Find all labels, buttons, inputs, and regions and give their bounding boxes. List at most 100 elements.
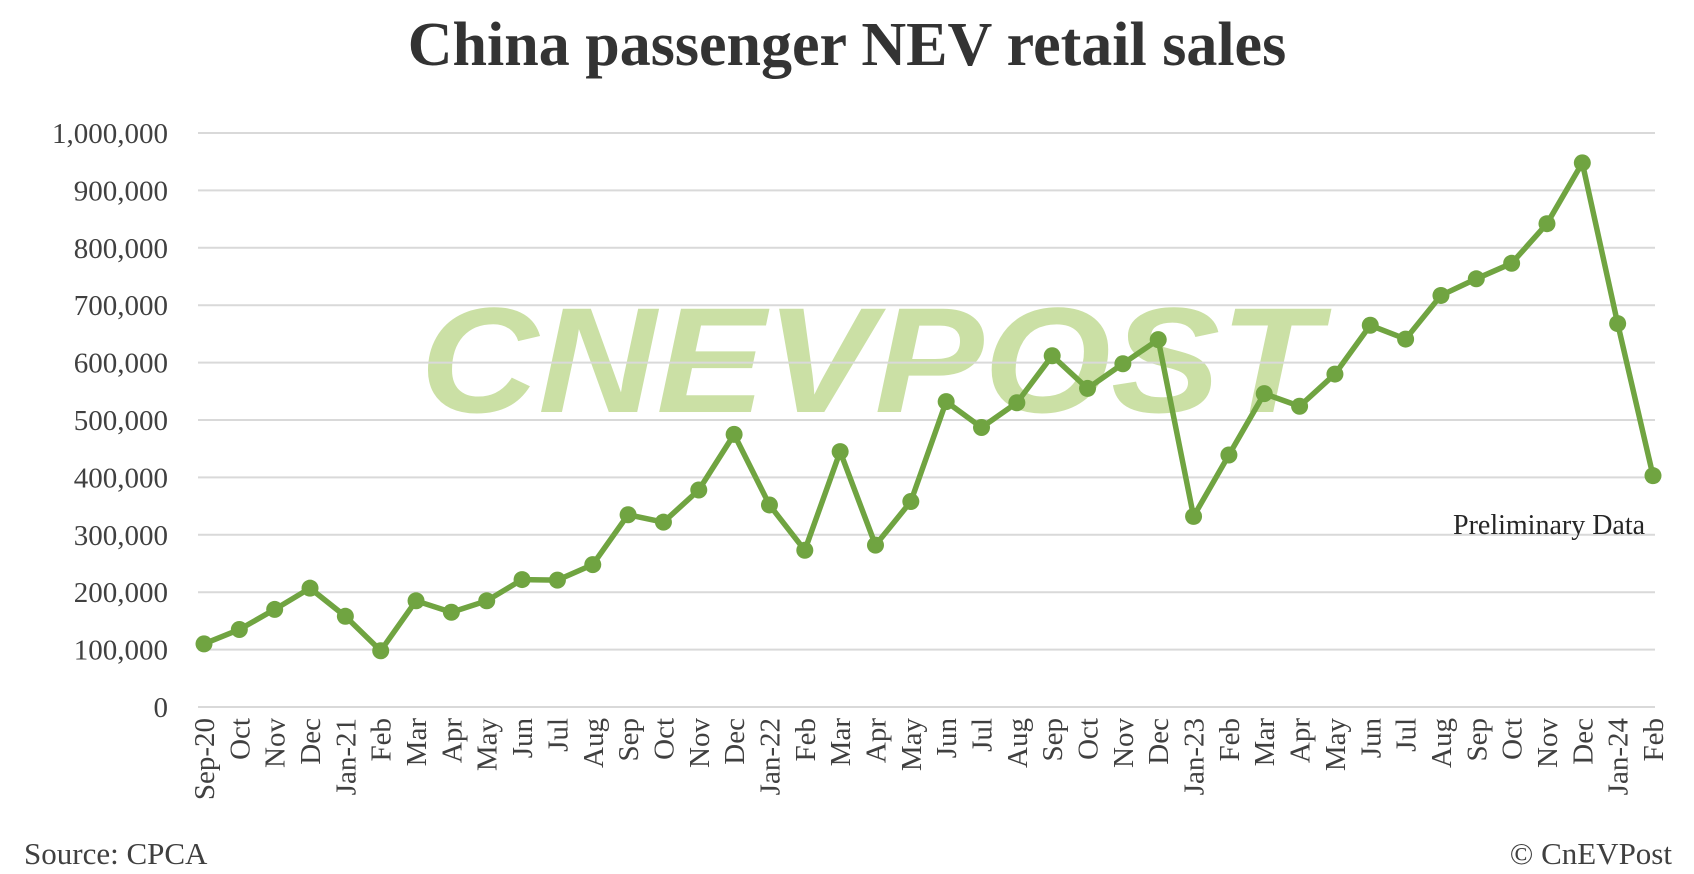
data-point bbox=[1609, 315, 1627, 333]
data-point bbox=[1432, 286, 1450, 304]
data-point bbox=[1185, 507, 1203, 525]
data-point bbox=[1079, 379, 1097, 397]
data-point bbox=[1114, 355, 1132, 373]
x-tick-label: Jul bbox=[967, 718, 999, 752]
x-tick-label: Sep-20 bbox=[189, 718, 221, 800]
data-point bbox=[1467, 270, 1485, 288]
x-tick-label: May bbox=[1320, 718, 1352, 772]
data-point bbox=[937, 393, 955, 411]
x-tick-label: Aug bbox=[1002, 718, 1034, 768]
data-point bbox=[513, 571, 531, 589]
data-point bbox=[1361, 316, 1379, 334]
data-point bbox=[1573, 154, 1591, 172]
data-point bbox=[195, 635, 213, 653]
data-point bbox=[442, 603, 460, 621]
data-point bbox=[1326, 365, 1344, 383]
data-point bbox=[301, 579, 319, 597]
data-point bbox=[230, 621, 248, 639]
x-tick-label: Jun bbox=[1355, 718, 1387, 759]
y-tick-label: 300,000 bbox=[74, 520, 168, 552]
x-tick-label: Dec bbox=[1567, 718, 1599, 765]
x-tick-label: Mar bbox=[825, 718, 857, 767]
data-point bbox=[654, 513, 672, 531]
y-tick-label: 100,000 bbox=[74, 635, 168, 667]
data-point bbox=[796, 541, 814, 559]
x-tick-label: Dec bbox=[719, 718, 751, 765]
x-tick-label: Mar bbox=[401, 718, 433, 767]
x-tick-label: Jan-23 bbox=[1179, 718, 1211, 795]
gridlines bbox=[198, 132, 1655, 708]
x-tick-label: Apr bbox=[436, 718, 468, 763]
chart-title: China passenger NEV retail sales bbox=[407, 11, 1287, 79]
data-point bbox=[1008, 394, 1026, 412]
data-point bbox=[584, 556, 602, 574]
x-tick-label: Feb bbox=[790, 718, 822, 762]
data-point bbox=[1644, 467, 1662, 485]
x-tick-label: Nov bbox=[1108, 718, 1140, 768]
x-tick-label: Sep bbox=[613, 718, 645, 762]
x-tick-label: Oct bbox=[1073, 718, 1105, 760]
y-tick-label: 0 bbox=[154, 692, 169, 724]
series-layer bbox=[195, 154, 1662, 660]
data-point bbox=[266, 600, 284, 618]
data-point bbox=[619, 506, 637, 524]
y-tick-label: 200,000 bbox=[74, 577, 168, 609]
y-tick-label: 800,000 bbox=[74, 233, 168, 265]
x-tick-label: Jan-24 bbox=[1603, 718, 1635, 796]
x-tick-label: Nov bbox=[260, 718, 292, 768]
source-note: Source: CPCA bbox=[24, 836, 208, 871]
y-tick-label: 700,000 bbox=[74, 290, 168, 322]
copyright-note: © CnEVPost bbox=[1509, 836, 1672, 871]
data-point bbox=[1043, 347, 1061, 365]
x-tick-label: Mar bbox=[1249, 718, 1281, 767]
y-tick-label: 600,000 bbox=[74, 348, 168, 380]
data-point bbox=[866, 536, 884, 554]
data-point bbox=[1291, 397, 1309, 415]
x-tick-label: Dec bbox=[295, 718, 327, 765]
x-tick-label: Oct bbox=[1497, 718, 1529, 760]
x-tick-label: May bbox=[472, 718, 504, 772]
x-tick-label: Sep bbox=[1461, 718, 1493, 762]
data-point bbox=[336, 607, 354, 625]
x-tick-label: Jan-22 bbox=[754, 718, 786, 795]
y-tick-label: 400,000 bbox=[74, 462, 168, 494]
data-point bbox=[760, 496, 778, 514]
x-tick-label: Jun bbox=[507, 718, 539, 759]
x-tick-label: Oct bbox=[648, 718, 680, 760]
x-tick-label: Oct bbox=[224, 718, 256, 760]
x-tick-label: Apr bbox=[1285, 718, 1317, 763]
x-tick-label: Apr bbox=[860, 718, 892, 763]
data-point bbox=[1220, 446, 1238, 464]
x-tick-label: Jul bbox=[1391, 718, 1423, 752]
x-tick-label: May bbox=[896, 718, 928, 772]
watermark: CNEVPOST bbox=[420, 276, 1332, 444]
data-point bbox=[1255, 385, 1273, 403]
data-point bbox=[1149, 331, 1167, 349]
data-point bbox=[973, 418, 991, 436]
x-tick-label: Jul bbox=[542, 718, 574, 752]
data-point bbox=[548, 571, 566, 589]
data-point bbox=[407, 592, 425, 610]
data-point bbox=[1503, 254, 1521, 272]
x-tick-label: Nov bbox=[684, 718, 716, 768]
x-tick-label: Aug bbox=[578, 718, 610, 768]
y-tick-label: 500,000 bbox=[74, 405, 168, 437]
preliminary-data-annotation: Preliminary Data bbox=[1453, 510, 1646, 541]
data-point bbox=[902, 493, 920, 511]
y-axis-ticks: 0 100,000 200,000 300,000 400,000 500,000 600,… bbox=[52, 118, 168, 724]
data-point bbox=[372, 642, 390, 660]
data-point bbox=[1397, 330, 1415, 348]
x-tick-label: Aug bbox=[1426, 718, 1458, 768]
x-tick-label: Sep bbox=[1037, 718, 1069, 762]
x-tick-label: Nov bbox=[1532, 718, 1564, 768]
data-point bbox=[690, 481, 708, 499]
x-tick-label: Jan-21 bbox=[330, 718, 362, 795]
y-tick-label: 900,000 bbox=[74, 175, 168, 207]
data-point bbox=[831, 443, 849, 461]
x-tick-label: Feb bbox=[1638, 718, 1670, 762]
x-tick-label: Feb bbox=[366, 718, 398, 762]
x-tick-label: Feb bbox=[1214, 718, 1246, 762]
x-tick-label: Dec bbox=[1143, 718, 1175, 765]
data-point bbox=[1538, 215, 1556, 233]
